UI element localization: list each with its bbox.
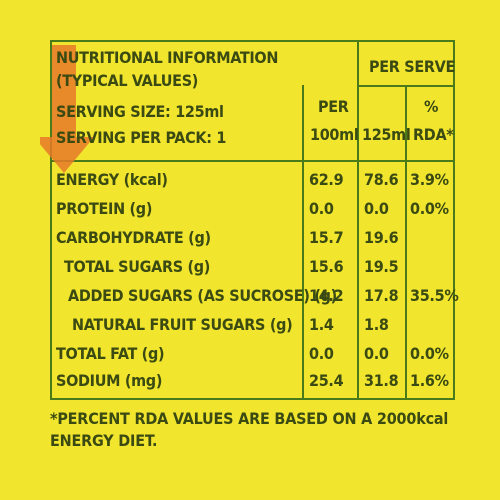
row-per125: 19.5 (364, 257, 399, 276)
row-per100: 1.4 (309, 315, 334, 334)
row-name: PROTEIN (g) (56, 199, 153, 218)
row-per100: 25.4 (309, 371, 344, 390)
row-per125: 19.6 (364, 228, 399, 247)
row-rda: 35.5% (410, 286, 459, 305)
row-per125: 0.0 (364, 199, 389, 218)
row-rda: 3.9% (410, 170, 449, 189)
divider-col-name (302, 85, 304, 400)
row-per125: 31.8 (364, 371, 399, 390)
row-name: TOTAL FAT (g) (56, 344, 165, 363)
row-per100: 0.0 (309, 344, 334, 363)
rda-footnote: *PERCENT RDA VALUES ARE BASED ON A 2000k… (50, 409, 449, 450)
row-per100: 0.0 (309, 199, 334, 218)
col-125ml-header: 125ml (362, 125, 411, 144)
divider-col-per100 (357, 40, 359, 400)
title-line1: NUTRITIONAL INFORMATION (56, 48, 279, 67)
per-serve-header: PER SERVE (369, 57, 456, 76)
row-rda: 0.0% (410, 344, 449, 363)
col-per-header: PER (318, 97, 349, 116)
row-name: NATURAL FRUIT SUGARS (g) (72, 315, 293, 334)
down-arrow-icon (40, 45, 94, 173)
divider-header (50, 160, 455, 162)
row-per125: 78.6 (364, 170, 399, 189)
row-name: TOTAL SUGARS (g) (64, 257, 211, 276)
col-rda-header: RDA* (413, 125, 454, 144)
row-per125: 1.8 (364, 315, 389, 334)
row-rda: 0.0% (410, 199, 449, 218)
row-name: CARBOHYDRATE (g) (56, 228, 211, 247)
title-line2: (TYPICAL VALUES) (56, 71, 199, 90)
row-per100: 15.6 (309, 257, 344, 276)
row-rda: 1.6% (410, 371, 449, 390)
row-per125: 0.0 (364, 344, 389, 363)
row-per100: 15.7 (309, 228, 344, 247)
row-per100: 14.2 (309, 286, 344, 305)
serving-size: SERVING SIZE: 125ml (56, 102, 224, 121)
serving-per-pack: SERVING PER PACK: 1 (56, 128, 227, 147)
row-name: SODIUM (mg) (56, 371, 163, 390)
col-100ml-header: 100ml (310, 125, 359, 144)
nutrition-table (50, 40, 455, 400)
row-per100: 62.9 (309, 170, 344, 189)
divider-col-rda (405, 85, 407, 400)
row-name: ENERGY (kcal) (56, 170, 168, 189)
row-name: ADDED SUGARS (AS SUCROSE) (g) (68, 286, 337, 305)
col-pct-header: % (424, 97, 439, 116)
row-per125: 17.8 (364, 286, 399, 305)
